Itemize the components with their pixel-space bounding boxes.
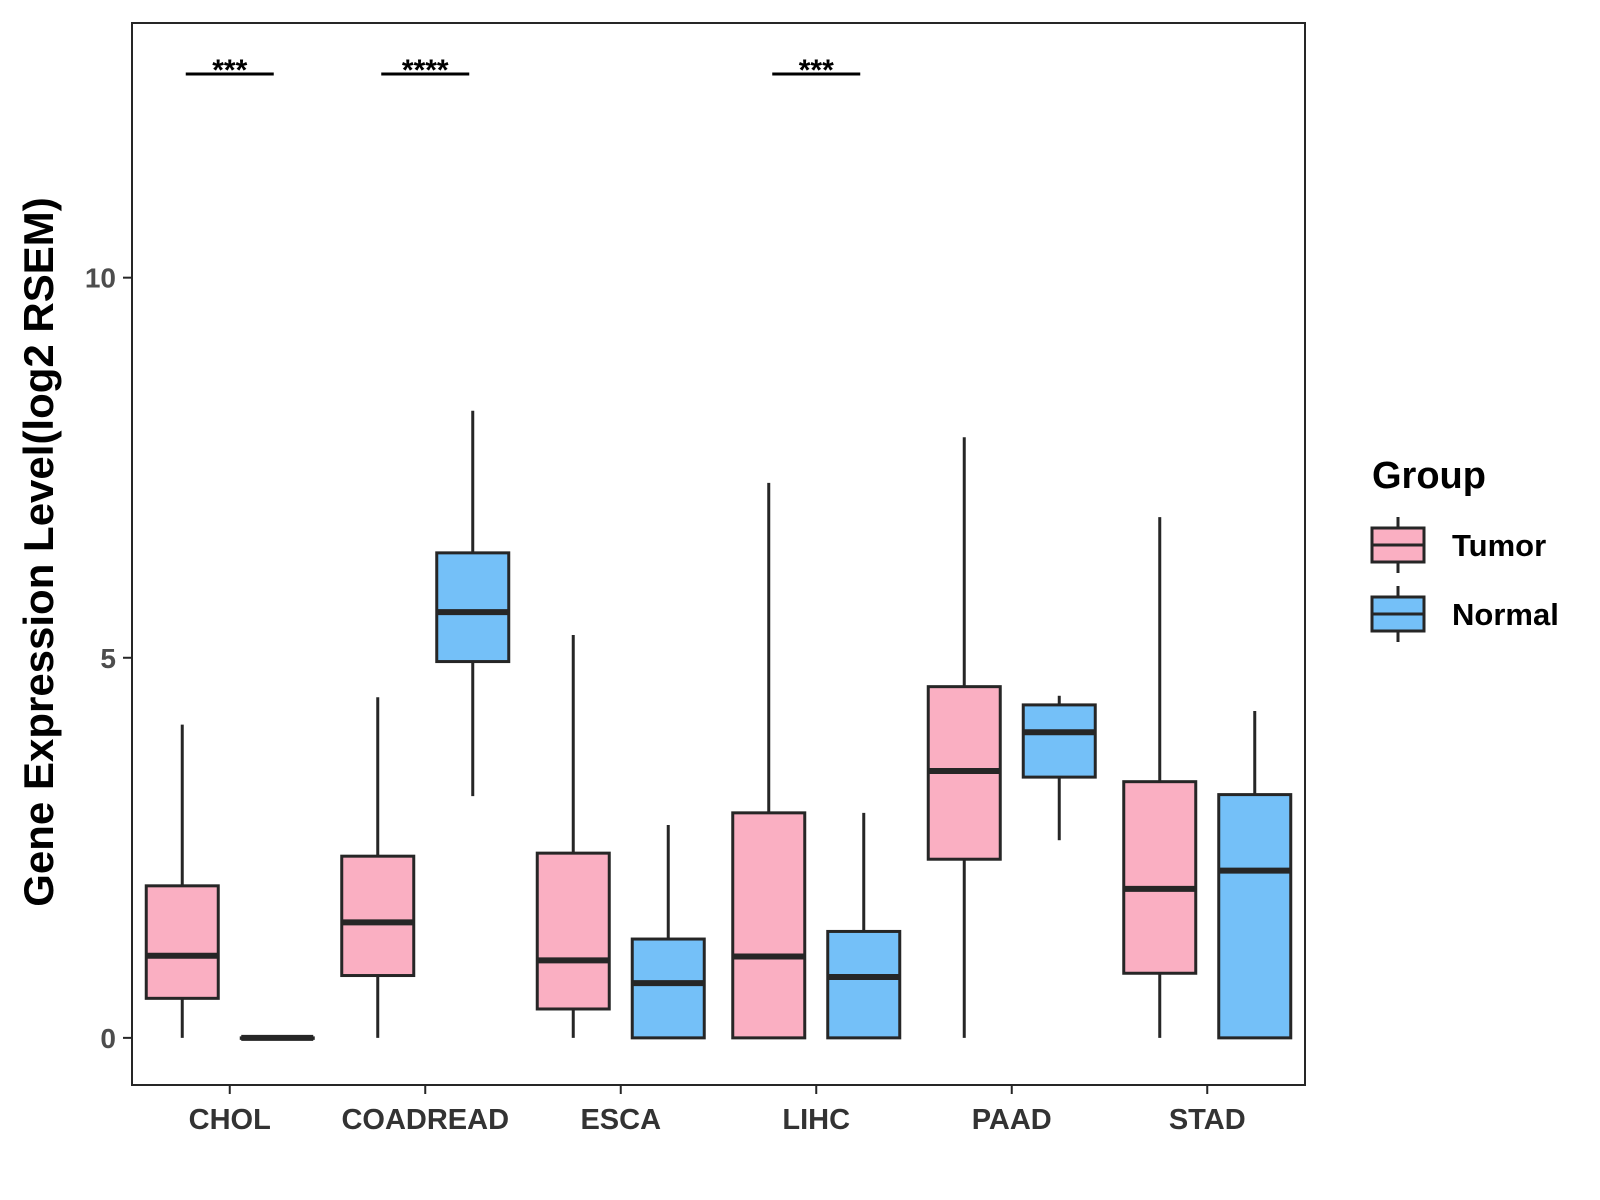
y-tick-label-10: 10 [85,263,116,294]
box-stad-normal [1217,710,1293,1040]
axes: 0 5 10 CHOL COADREAD ESCA LIHC PAAD STAD [85,22,1306,1136]
panel-border [131,22,1306,1086]
legend-item-normal: Normal [1370,586,1559,642]
box-body-esca-tumor [535,851,611,1011]
box-body-lihc-tumor [731,811,807,1040]
y-axis-title: Gene Expression Level(log2 RSEM) [15,197,62,907]
box-coadread-tumor [340,697,416,1038]
box-body-coadread-normal [435,551,511,664]
box-esca-tumor [535,634,611,1038]
x-tick-label-stad: STAD [1169,1104,1246,1136]
y-tick-label-0: 0 [100,1023,116,1054]
box-body-esca-normal [630,937,706,1040]
legend-label-tumor: Tumor [1452,528,1546,563]
legend-title: Group [1372,455,1486,497]
box-stad-tumor [1122,517,1198,1038]
sig-label-coadread: **** [402,54,449,87]
box-lihc-normal [826,812,902,1040]
x-tick-label-esca: ESCA [580,1104,661,1136]
x-tick-label-paad: PAAD [972,1104,1052,1136]
sig-label-chol: *** [212,54,247,87]
y-tick-label-5: 5 [100,643,116,674]
sig-label-lihc: *** [799,54,834,87]
x-tick-label-chol: CHOL [189,1104,271,1136]
x-tick-label-lihc: LIHC [782,1104,850,1136]
box-chol-tumor [144,724,220,1038]
legend: Tumor Normal [1370,517,1559,642]
significance-annotations: *** **** *** [185,54,861,87]
box-esca-normal [630,825,706,1040]
legend-label-normal: Normal [1452,597,1559,632]
box-body-lihc-normal [826,929,902,1040]
box-paad-tumor [926,437,1002,1038]
x-tick-label-coadread: COADREAD [341,1104,509,1136]
box-lihc-tumor [731,482,807,1040]
legend-item-tumor: Tumor [1370,517,1546,573]
plot-area [144,410,1293,1041]
box-body-paad-normal [1021,703,1097,779]
box-body-stad-normal [1217,793,1293,1040]
box-body-chol-tumor [144,884,220,1000]
box-paad-normal [1021,695,1097,841]
box-body-coadread-tumor [340,854,416,978]
box-body-stad-tumor [1122,780,1198,975]
box-coadread-normal [435,410,511,797]
box-chol-normal [239,1034,315,1041]
